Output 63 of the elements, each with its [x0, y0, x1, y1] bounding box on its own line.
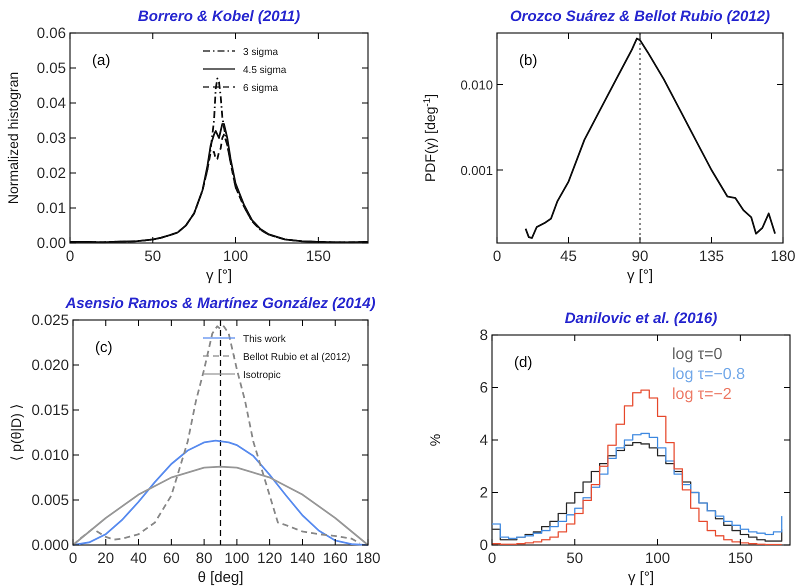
annotation: (a)	[92, 52, 110, 69]
x-tick-label: 100	[645, 550, 670, 567]
y-tick-label: 0.000	[31, 537, 69, 554]
chart-title: Orozco Suárez & Bellot Rubio (2012)	[510, 8, 770, 25]
x-tick-label: 90	[632, 248, 648, 265]
y-axis-title: %	[427, 434, 443, 446]
y-axis-title: Normalized histogran	[5, 72, 21, 204]
y-tick-label: 0.015	[31, 402, 69, 419]
series-label: log τ=−2	[672, 386, 732, 403]
chart-title: Asensio Ramos & Martínez González (2014)	[64, 295, 376, 312]
legend-label: Bellot Rubio et al (2012)	[243, 352, 350, 363]
y-tick-label: 8	[480, 327, 488, 344]
x-tick-label: 50	[144, 248, 162, 265]
y-tick-label: 0.010	[31, 447, 69, 464]
y-tick-label: 4	[480, 432, 488, 449]
legend-label: Isotropic	[243, 370, 281, 381]
y-tick-label: 0.005	[31, 492, 69, 509]
y-tick-label: 0.05	[36, 60, 66, 77]
x-tick-label: 20	[97, 550, 114, 567]
y-tick-label: 2	[480, 484, 488, 502]
x-tick-label: 100	[224, 550, 250, 567]
x-tick-label: 180	[355, 550, 381, 567]
y-tick-label: 0.01	[36, 200, 66, 217]
chart-title: Borrero & Kobel (2011)	[138, 8, 300, 25]
legend-label: 4.5 sigma	[243, 65, 287, 76]
legend-label: 3 sigma	[243, 47, 278, 58]
chart-title: Danilovic et al. (2016)	[564, 310, 718, 327]
y-tick-label: 0.020	[31, 357, 69, 374]
legend-label: This work	[243, 334, 287, 345]
x-tick-label: 80	[196, 550, 212, 567]
y-tick-label: 0.010	[460, 77, 493, 92]
y-axis-title: ⟨ p(θ|D) ⟩	[8, 404, 24, 462]
legend-label: 6 sigma	[243, 83, 278, 94]
y-tick-label: 0.025	[31, 312, 69, 329]
x-tick-label: 40	[130, 550, 147, 567]
x-axis-title: θ [deg]	[198, 569, 244, 586]
x-tick-label: 120	[257, 550, 282, 567]
annotation: (d)	[514, 354, 532, 371]
y-tick-label: 0.02	[36, 165, 66, 182]
x-tick-label: 100	[223, 248, 248, 265]
text: log τ=−0.8	[672, 366, 746, 383]
annotation: (b)	[519, 52, 538, 69]
y-tick-label: 0.04	[36, 95, 66, 112]
x-tick-label: 150	[306, 248, 331, 265]
x-axis-title: γ [°]	[628, 569, 654, 586]
x-tick-label: 160	[322, 550, 348, 567]
annotation: (c)	[95, 339, 112, 356]
y-tick-label: 0.001	[460, 162, 493, 178]
x-axis-title: γ [°]	[206, 267, 232, 284]
y-tick-label: 0	[480, 537, 488, 554]
x-tick-label: 150	[728, 550, 753, 567]
y-tick-label: 0.06	[36, 25, 66, 42]
x-tick-label: 140	[290, 550, 315, 567]
y-tick-label: 0.00	[36, 235, 66, 252]
x-tick-label: 135	[698, 248, 724, 265]
x-tick-label: 45	[560, 248, 577, 265]
x-tick-label: 50	[566, 550, 584, 567]
x-axis-title: γ [°]	[626, 267, 654, 284]
text: log τ=0	[672, 346, 722, 363]
y-tick-label: 6	[480, 380, 488, 396]
x-tick-label: 180	[770, 248, 796, 265]
x-tick-label: 60	[162, 550, 180, 567]
y-tick-label: 0.03	[36, 130, 66, 147]
